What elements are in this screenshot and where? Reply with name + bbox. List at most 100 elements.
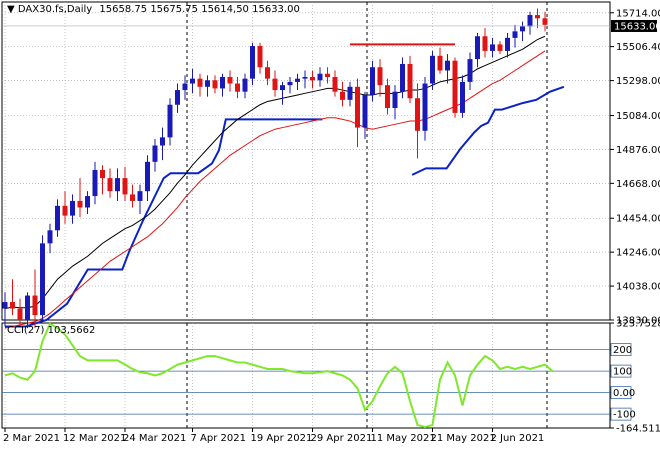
candles [2,8,548,329]
cci-level-box [610,407,632,421]
candle-body [242,78,248,92]
candle-body [2,302,8,309]
candle-body [182,83,188,91]
cci-level-box [610,364,632,378]
candle-body [445,60,450,71]
cci-pane-frame [1,322,611,429]
candle-body [152,145,158,162]
last-price-box [611,19,657,32]
candle-body [205,80,210,87]
candle-body [190,78,195,84]
price-tick-label: 14668.00 [616,179,660,190]
candle-body [340,91,345,100]
header-arrow[interactable]: ▼ [7,4,15,15]
candle-body [145,161,150,192]
candle-body [287,81,293,86]
candle-body [25,295,30,320]
candle-body [17,308,23,320]
candle-body [527,15,533,27]
cci-axis-label: -100 [613,410,636,421]
candle-body [475,36,480,60]
cci-value: 103,5662 [47,325,96,336]
candle-body [115,178,120,192]
date-tick-label: 19 Apr 2021 [251,433,313,444]
candle-body [137,191,143,201]
price-tick-label: 13830.00 [616,316,660,327]
candle-body [47,230,53,244]
candle-body [415,98,420,131]
cci-label: CCI(27) [7,325,45,336]
candle-body [400,63,405,92]
candle-body [272,78,278,91]
cci-axis-label: 200 [613,345,632,356]
candle-body [377,67,383,86]
last-price-label: 15633.00 [614,21,660,32]
candle-body [265,67,270,79]
candle-body [490,44,495,51]
candle-body [220,77,225,89]
price-tick-label: 15084.00 [616,111,660,122]
candle-body [280,85,285,91]
candle-body [257,46,263,68]
candle-body [482,36,488,51]
candle-body [107,178,113,192]
date-tick-label: 2 Mar 2021 [3,433,60,444]
candle-body [497,44,503,51]
cci-level-box [610,343,632,357]
candle-body [385,85,390,108]
candle-body [32,295,38,316]
candle-body [302,77,308,79]
candle-body [452,60,458,113]
price-tick-label: 15298.00 [616,76,660,87]
candle-body [167,104,173,138]
candle-body [40,243,45,316]
candle-body [317,73,323,81]
candle-body [535,15,540,19]
candle-body [310,77,315,81]
candle-body [332,77,338,92]
candle-body [422,83,428,131]
candle-body [250,46,255,79]
candle-body [227,77,233,84]
candle-body [130,194,135,201]
candle-body [70,200,75,216]
date-tick-label: 7 Apr 2021 [191,433,246,444]
candle-body [407,63,413,99]
cci-axis-label: -164.5118 [616,424,660,435]
candle-body [10,302,15,309]
symbol-label: DAX30.fs,Daily [17,4,93,15]
date-tick-label: 11 May 2021 [371,433,436,444]
candle-body [160,137,165,146]
price-tick-label: 14876.00 [616,145,660,156]
price-tick-label: 14454.00 [616,214,660,225]
date-tick-label: 29 Apr 2021 [311,433,373,444]
candle-body [512,31,518,38]
candle-body [392,91,398,108]
date-tick-label: 24 Mar 2021 [123,433,186,444]
date-tick-label: 12 Mar 2021 [63,433,126,444]
candle-body [92,169,98,197]
candle-body [467,59,473,82]
price-tick-label: 15506.40 [616,42,660,53]
cci-axis-label: 100 [613,367,632,378]
candle-body [347,86,353,100]
candle-body [325,73,330,78]
candle-body [85,196,90,208]
candle-body [370,67,375,95]
chart-header: ▼ DAX30.fs,Daily 15658.75 15675.75 15614… [7,4,300,15]
ohlc-readout: 15658.75 15675.75 15614,50 15633.00 [99,4,300,15]
date-tick-label: 21 May 2021 [431,433,496,444]
cci-line [4,322,554,429]
candle-body [295,78,300,82]
candle-body [122,178,128,195]
price-tick-label: 14246.00 [616,248,660,259]
candle-body [175,90,180,105]
candle-body [520,26,525,32]
candle-body [355,86,360,128]
candle-body [212,80,218,89]
candle-body [430,55,435,84]
date-tick-label: 2 Jun 2021 [491,433,545,444]
cci-axis-label: 0.00 [613,388,635,399]
